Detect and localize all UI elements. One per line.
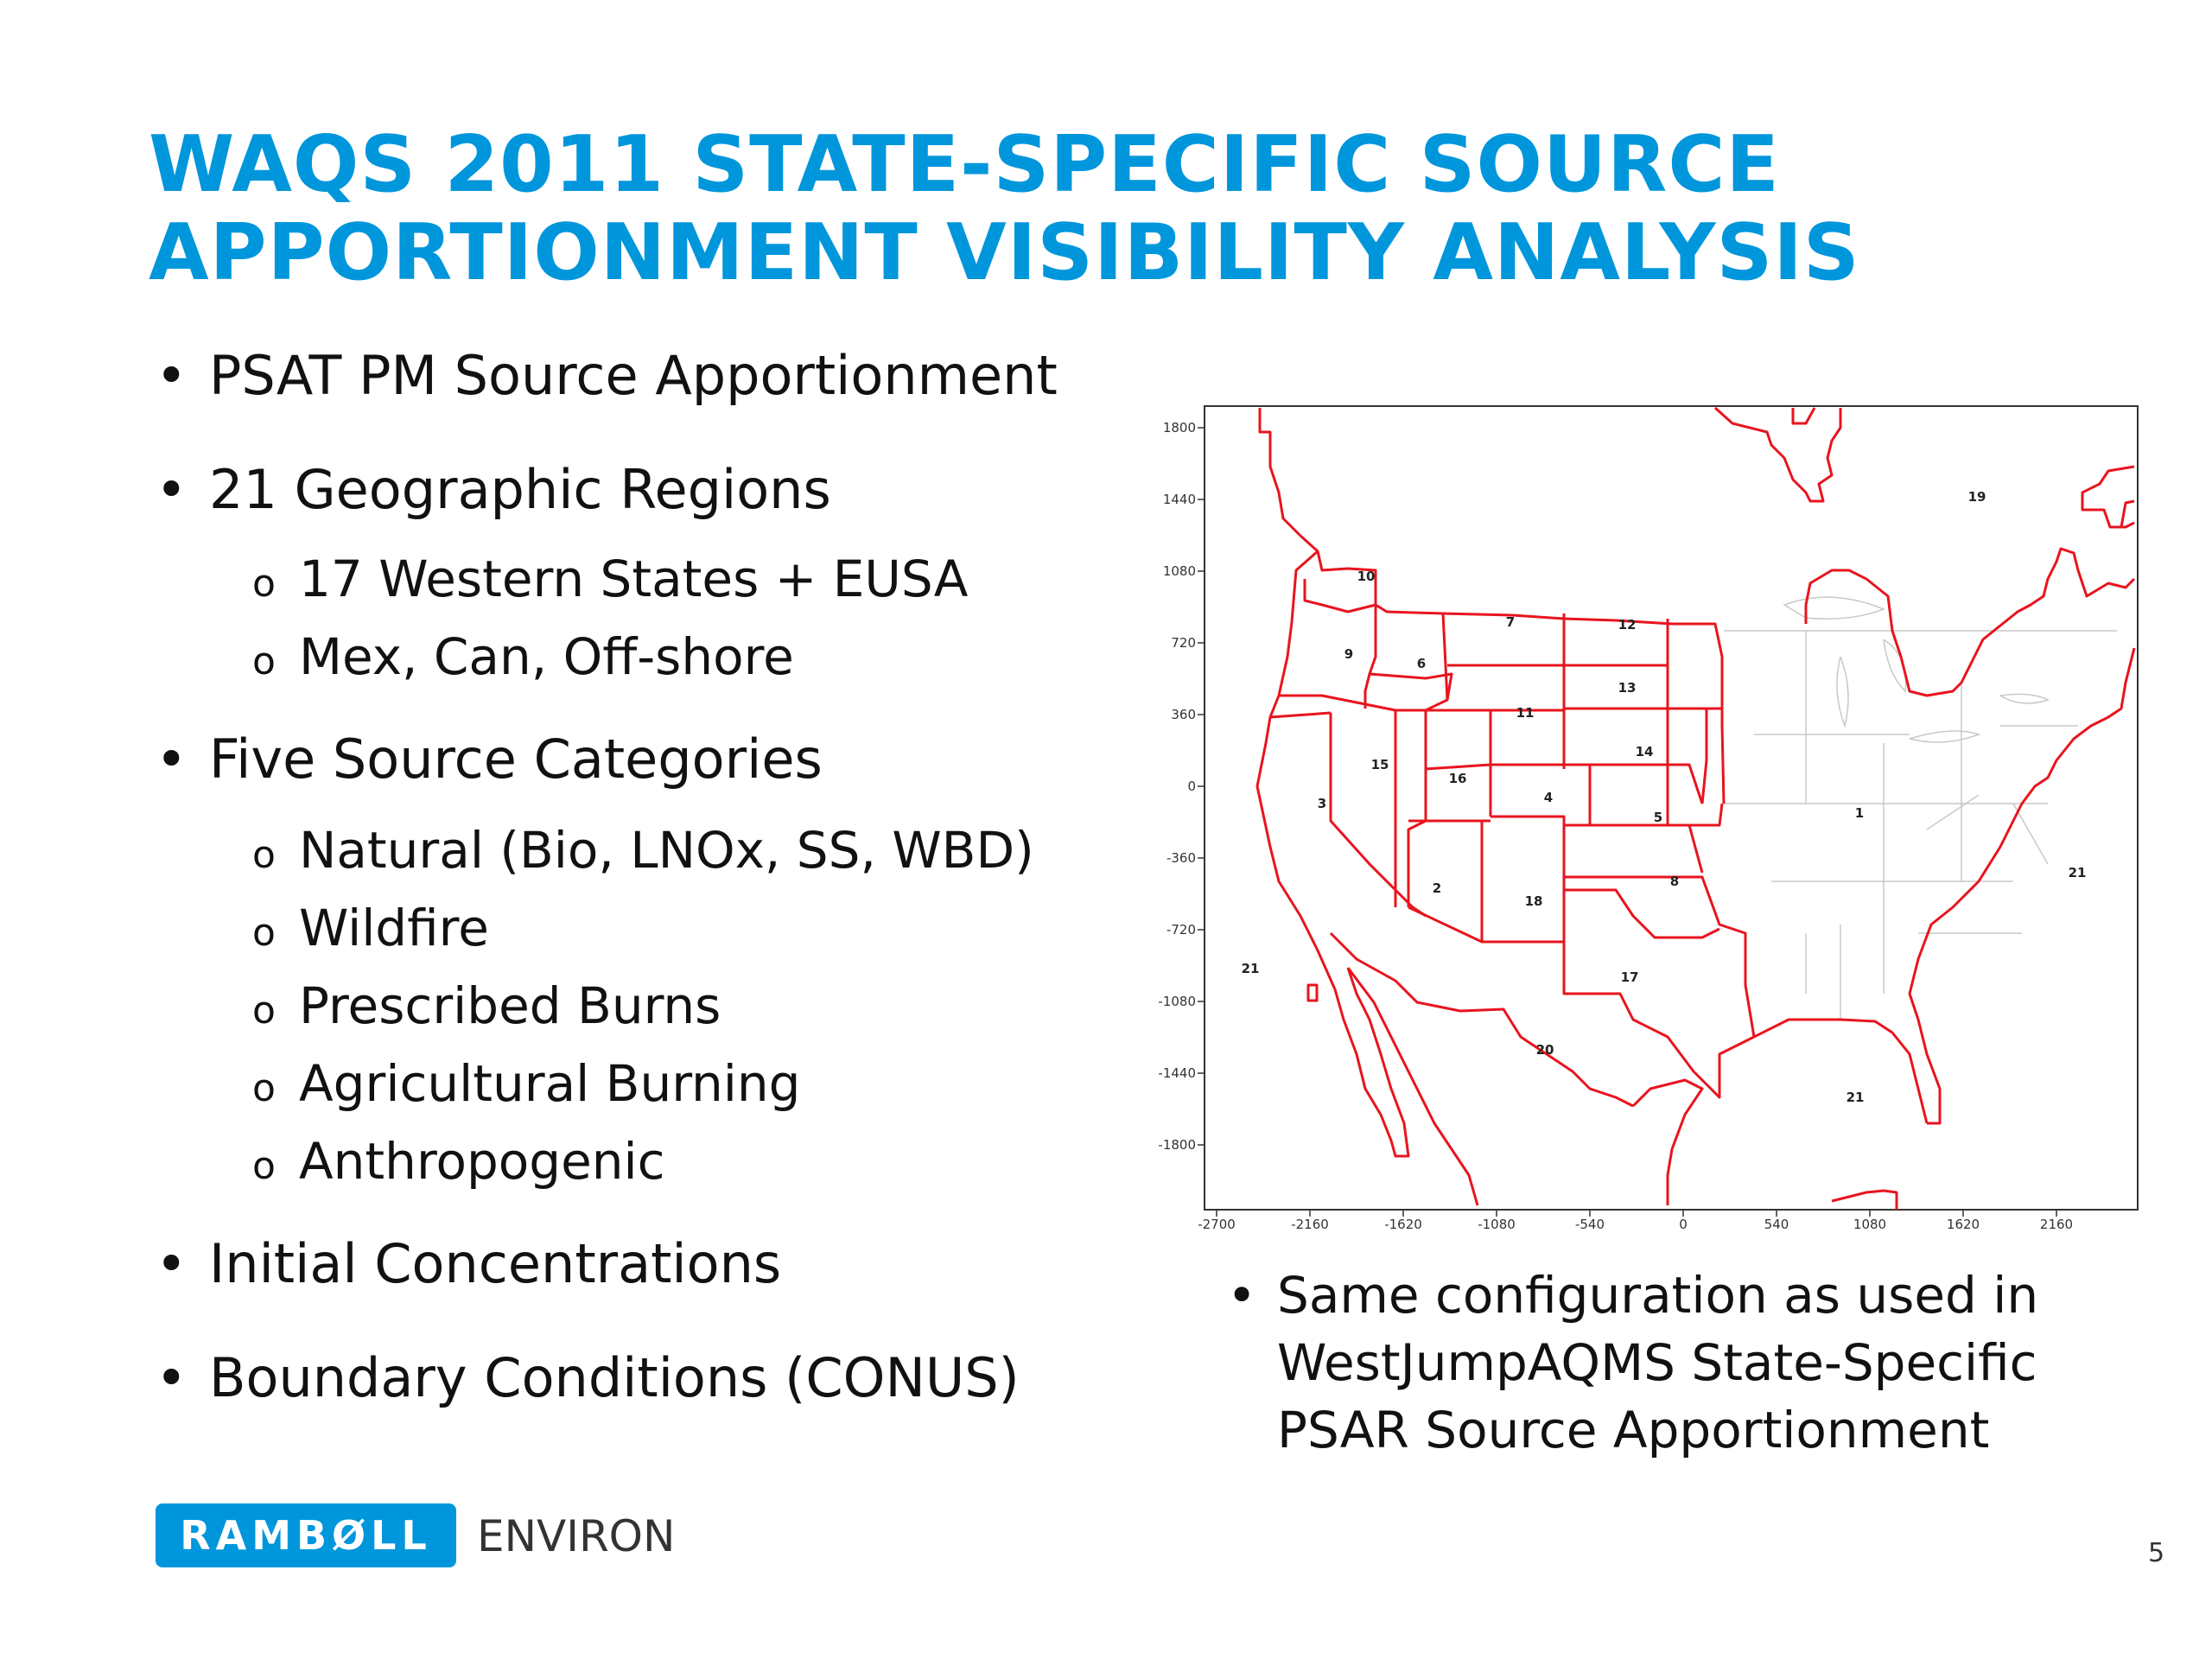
region-label: 10	[1357, 569, 1376, 584]
region-label: 15	[1371, 757, 1389, 772]
sub-bullet-item: o Natural (Bio, LNOx, SS, WBD)	[252, 823, 1034, 883]
y-tick-label: 0	[1187, 779, 1196, 794]
y-tick-label: -1800	[1158, 1137, 1196, 1153]
bullet-icon: •	[1227, 1266, 1257, 1325]
ramboll-logo: RAMBØLL	[156, 1503, 456, 1567]
x-tick-label: -2700	[1198, 1217, 1236, 1232]
y-tick-label: 1440	[1163, 492, 1196, 507]
x-tick-label: 2160	[2040, 1217, 2073, 1232]
bullet-text: Initial Concentrations	[209, 1232, 782, 1295]
region-map: -2700 -2160 -1620 -1080 -540 0 540 1080 1620 2160…	[1149, 397, 2143, 1236]
x-tick-label: 0	[1679, 1217, 1688, 1232]
y-tick-label: 720	[1171, 635, 1196, 651]
sub-bullet-icon: o	[252, 988, 276, 1033]
page-number: 5	[2148, 1538, 2165, 1568]
sub-bullet-text: 17 Western States + EUSA	[299, 550, 969, 608]
slide-title-line-2: APPORTIONMENT VISIBILITY ANALYSIS	[149, 207, 1860, 298]
slide-title: WAQS 2011 STATE-SPECIFIC SOURCE APPORTIO…	[149, 121, 2136, 297]
bullet-text: PSAT PM Source Apportionment	[209, 344, 1058, 407]
y-tick-label: 1800	[1163, 420, 1196, 435]
bullet-text: 21 Geographic Regions	[209, 458, 831, 521]
map-frame	[1204, 405, 2139, 1211]
map-note-text: Same configuration as used in WestJumpAQ…	[1277, 1266, 2039, 1459]
region-label: 21	[1242, 961, 1260, 976]
region-label: 9	[1344, 646, 1353, 662]
region-label: 7	[1506, 614, 1515, 630]
sub-bullet-icon: o	[252, 1144, 276, 1188]
sub-bullet-item: o Wildfire	[252, 900, 489, 961]
bullet-text: Five Source Categories	[209, 728, 823, 791]
bullet-icon: •	[156, 458, 188, 521]
x-tick-label: -1620	[1384, 1217, 1422, 1232]
bullet-list: • PSAT PM Source Apportionment • 21 Geogra…	[0, 0, 1123, 1469]
region-label: 6	[1417, 656, 1426, 671]
region-label: 11	[1516, 705, 1535, 721]
sub-bullet-text: Wildfire	[299, 899, 489, 957]
region-map-svg: -2700 -2160 -1620 -1080 -540 0 540 1080 1620 2160…	[1158, 405, 2139, 1232]
bullet-item: • 21 Geographic Regions	[156, 460, 831, 520]
region-label: 21	[1847, 1090, 1865, 1105]
bullet-icon: •	[156, 728, 188, 791]
region-label: 13	[1618, 680, 1637, 696]
bullet-text: Boundary Conditions (CONUS)	[209, 1346, 1020, 1409]
bullet-item: • PSAT PM Source Apportionment	[156, 346, 1058, 406]
y-tick-label: 1080	[1163, 563, 1196, 579]
region-label: 1	[1855, 805, 1864, 821]
region-label: 18	[1525, 893, 1543, 909]
y-tick-label: -1440	[1158, 1065, 1196, 1081]
region-label: 8	[1670, 874, 1679, 889]
region-borders	[1255, 406, 2136, 1210]
region-label: 16	[1449, 771, 1467, 786]
x-tick-label: 540	[1764, 1217, 1789, 1232]
region-label: 2	[1433, 880, 1441, 896]
x-tick-label: 1080	[1853, 1217, 1886, 1232]
region-label: 12	[1618, 617, 1637, 632]
environ-logo-text: ENVIRON	[477, 1511, 676, 1561]
bullet-item: • Initial Concentrations	[156, 1234, 781, 1294]
region-label: 14	[1636, 744, 1654, 760]
region-label: 3	[1318, 796, 1326, 811]
sub-bullet-text: Anthropogenic	[299, 1132, 665, 1191]
sub-bullet-icon: o	[252, 639, 276, 683]
region-label: 19	[1968, 489, 1986, 505]
sub-bullet-text: Prescribed Burns	[299, 976, 721, 1035]
sub-bullet-text: Natural (Bio, LNOx, SS, WBD)	[299, 821, 1034, 880]
y-tick-label: -360	[1166, 850, 1196, 866]
sub-bullet-icon: o	[252, 911, 276, 955]
y-tick-label: -1080	[1158, 994, 1196, 1009]
x-axis: -2700 -2160 -1620 -1080 -540 0 540 1080 1620 2160	[1198, 1210, 2073, 1232]
x-tick-label: -540	[1575, 1217, 1605, 1232]
sub-bullet-item: o 17 Western States + EUSA	[252, 551, 968, 612]
sub-bullet-text: Mex, Can, Off-shore	[299, 627, 794, 686]
sub-bullet-icon: o	[252, 1066, 276, 1110]
bullet-icon: •	[156, 1346, 188, 1409]
y-tick-label: 360	[1171, 707, 1196, 722]
sub-bullet-item: o Prescribed Burns	[252, 978, 721, 1039]
region-label: 21	[2069, 865, 2087, 880]
sub-bullet-icon: o	[252, 833, 276, 877]
eastern-state-lines	[1724, 630, 2117, 1020]
sub-bullet-item: o Mex, Can, Off-shore	[252, 629, 794, 690]
bullet-item: • Five Source Categories	[156, 729, 823, 790]
region-label: 20	[1536, 1042, 1554, 1058]
x-tick-label: 1620	[1947, 1217, 1980, 1232]
sub-bullet-item: o Anthropogenic	[252, 1134, 665, 1194]
sub-bullet-item: o Agricultural Burning	[252, 1056, 800, 1116]
slide-title-line-1: WAQS 2011 STATE-SPECIFIC SOURCE	[149, 119, 1780, 210]
region-label: 17	[1621, 969, 1639, 985]
region-label: 5	[1654, 810, 1662, 825]
y-tick-label: -720	[1166, 922, 1196, 938]
region-label: 4	[1544, 790, 1553, 805]
bullet-icon: •	[156, 344, 188, 407]
sub-bullet-icon: o	[252, 562, 276, 606]
great-lakes	[1783, 596, 2050, 743]
y-axis: 1800 1440 1080 720 360 0 -360 -720 -1080 -1440 -18…	[1158, 420, 1205, 1153]
bullet-icon: •	[156, 1232, 188, 1295]
sub-bullet-text: Agricultural Burning	[299, 1054, 801, 1113]
x-tick-label: -2160	[1291, 1217, 1329, 1232]
bullet-item: • Boundary Conditions (CONUS)	[156, 1348, 1020, 1408]
x-tick-label: -1080	[1478, 1217, 1516, 1232]
